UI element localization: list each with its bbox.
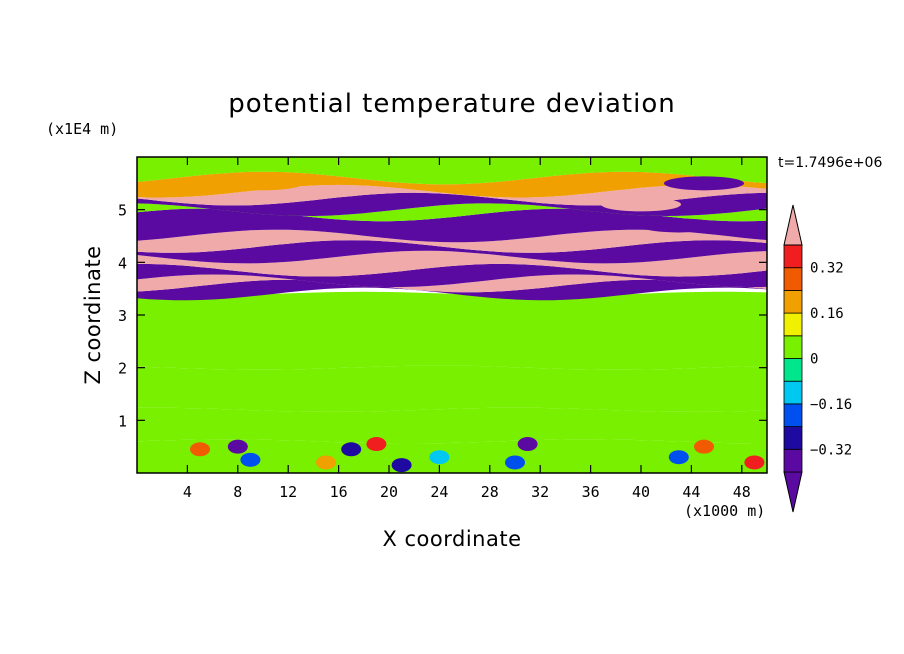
contour-band xyxy=(137,274,767,293)
contour-band xyxy=(137,250,767,277)
contour-field xyxy=(137,157,767,473)
x-tick-label: 24 xyxy=(430,483,448,501)
contour-blob xyxy=(744,455,765,470)
colorbar-swatch xyxy=(783,358,803,382)
contour-blob xyxy=(341,442,362,457)
colorbar-swatch xyxy=(783,335,803,359)
colorbar-label: 0.32 xyxy=(810,261,844,277)
y-tick-label: 2 xyxy=(118,360,127,378)
contour-blob xyxy=(391,458,412,473)
colorbar-label: 0 xyxy=(810,352,818,368)
contour-blob xyxy=(664,176,744,191)
colorbar-swatch xyxy=(783,267,803,291)
x-axis-title: X coordinate xyxy=(382,527,521,551)
y-tick-label: 3 xyxy=(118,307,127,325)
contour-blob xyxy=(190,442,210,457)
plot-area xyxy=(136,156,768,474)
x-tick-label: 12 xyxy=(279,483,297,501)
contour-band xyxy=(137,192,767,216)
colorbar-extend-low xyxy=(783,471,803,513)
x-tick-label: 28 xyxy=(481,483,499,501)
contour-band xyxy=(137,203,767,222)
x-tick-label: 48 xyxy=(733,483,751,501)
colorbar-label: 0.16 xyxy=(810,306,844,322)
x-axis: 4 8 12 16 20 24 28 32 36 40 44 48 xyxy=(183,157,751,501)
contour-blob xyxy=(223,176,303,191)
contour-blob xyxy=(227,439,248,454)
colorbar-swatch xyxy=(783,426,803,450)
contour-band xyxy=(137,365,767,412)
x-axis-units: (x1000 m) xyxy=(684,502,765,520)
chart-title: potential temperature deviation xyxy=(228,89,675,119)
colorbar-extend-high xyxy=(783,204,803,246)
time-label: t=1.7496e+06 xyxy=(778,155,882,171)
contour-blob xyxy=(517,437,538,452)
contour-blob xyxy=(429,450,450,465)
x-tick-label: 16 xyxy=(330,483,348,501)
contour-band xyxy=(137,240,767,264)
colorbar-swatch xyxy=(783,244,803,269)
contour-band xyxy=(137,291,767,370)
contour-blob xyxy=(668,450,689,465)
contour-band xyxy=(137,263,767,288)
colorbar-label: −0.32 xyxy=(810,442,852,458)
y-axis-units: (x1E4 m) xyxy=(46,120,118,138)
y-tick-label: 5 xyxy=(118,202,127,220)
y-tick-label: 1 xyxy=(118,412,127,430)
colorbar-swatch xyxy=(783,312,803,337)
contour-band xyxy=(137,157,767,185)
colorbar-swatch xyxy=(783,403,803,427)
contour-band xyxy=(137,407,767,444)
colorbar-swatch xyxy=(783,380,803,405)
y-axis: 1 2 3 4 5 xyxy=(118,202,767,430)
colorbar: 0.32 0.16 0 −0.16 −0.32 xyxy=(783,204,852,513)
y-axis-title: Z coordinate xyxy=(81,245,105,384)
x-tick-label: 4 xyxy=(183,483,192,501)
contour-band xyxy=(137,171,767,198)
x-tick-label: 8 xyxy=(233,483,242,501)
contour-blob xyxy=(638,218,719,233)
x-tick-label: 40 xyxy=(632,483,650,501)
contour-blob xyxy=(366,437,387,452)
x-tick-label: 32 xyxy=(531,483,549,501)
colorbar-swatch xyxy=(783,448,803,473)
contour-blob xyxy=(316,455,336,470)
contour-blob xyxy=(601,197,681,212)
x-tick-label: 36 xyxy=(582,483,600,501)
contour-blob xyxy=(505,455,525,470)
y-tick-label: 4 xyxy=(118,254,127,272)
contour-band xyxy=(137,229,767,253)
x-tick-label: 20 xyxy=(380,483,398,501)
contour-band xyxy=(137,439,767,473)
colorbar-label: −0.16 xyxy=(810,397,852,413)
contour-band xyxy=(137,279,767,301)
contour-blob xyxy=(240,452,261,467)
x-tick-label: 44 xyxy=(682,483,700,501)
colorbar-swatch xyxy=(783,289,803,314)
contour-blob xyxy=(694,439,714,454)
contour-band xyxy=(137,208,767,243)
